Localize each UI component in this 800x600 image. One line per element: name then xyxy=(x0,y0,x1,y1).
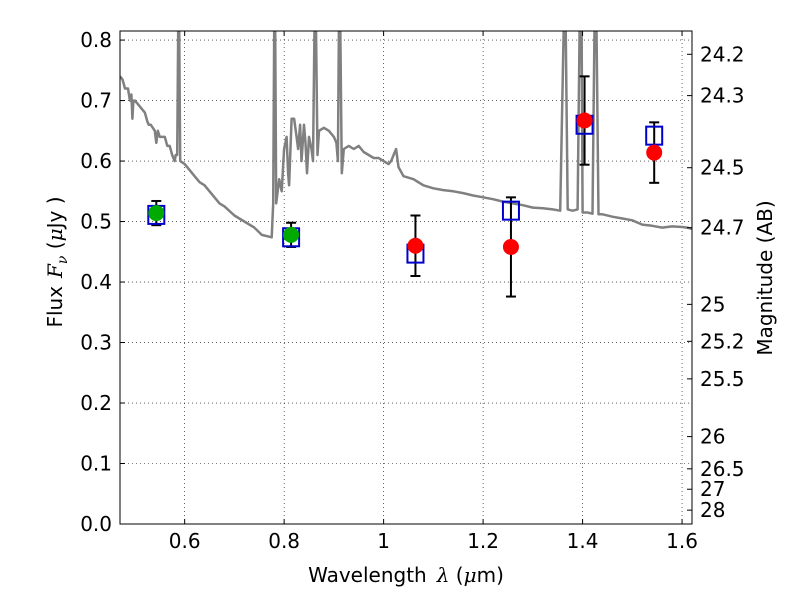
x-tick-label: 1.2 xyxy=(467,529,499,553)
y2-tick-label: 25.5 xyxy=(700,367,745,391)
y-axis-label-nu: ν xyxy=(55,255,71,264)
nir-point xyxy=(502,238,519,255)
y-axis-label-unit-open: ( xyxy=(43,241,67,255)
x-tick-label: 0.8 xyxy=(268,529,300,553)
x-axis-label: Wavelength λ (μm) xyxy=(308,563,504,587)
y-tick-label: 0.3 xyxy=(80,331,112,355)
y-tick-label: 0.0 xyxy=(80,512,112,536)
y-tick-label: 0.6 xyxy=(80,149,112,173)
y-tick-label: 0.1 xyxy=(80,452,112,476)
series-layer xyxy=(120,31,692,239)
y2-tick-label: 25.2 xyxy=(700,329,745,353)
tick-labels: 0.6 0.8 1 1.2 1.4 1.6 0.0 0.1 0.2 0.3 0.4 0.5 0.6 0.7… xyxy=(80,28,744,553)
model-spectrum-line xyxy=(120,31,692,239)
y2-tick-label: 24.3 xyxy=(700,84,745,108)
nir-point xyxy=(646,144,663,161)
y2-tick-label: 25 xyxy=(700,292,725,316)
y-axis-label: Flux Fν (μJy ) xyxy=(43,196,71,327)
optical-point xyxy=(148,205,165,222)
x-axis-label-text: Wavelength xyxy=(308,563,427,587)
y-axis-label-text: Flux xyxy=(43,286,67,328)
ticks xyxy=(120,31,692,525)
x-tick-label: 1.6 xyxy=(666,529,698,553)
nir-point xyxy=(407,237,424,254)
x-axis-label-lambda: λ xyxy=(436,563,450,587)
x-axis-label-unit-close: m) xyxy=(477,563,504,587)
y2-tick-label: 27 xyxy=(700,477,725,501)
plot-frame xyxy=(119,30,693,525)
y-tick-label: 0.5 xyxy=(80,210,112,234)
nir-point xyxy=(576,112,593,129)
x-axis-label-unit-open: ( xyxy=(449,563,463,587)
x-tick-label: 1 xyxy=(377,529,390,553)
x-tick-label: 0.6 xyxy=(169,529,201,553)
y-tick-label: 0.8 xyxy=(80,28,112,52)
y2-tick-label: 24.2 xyxy=(700,42,745,66)
model-flux-square xyxy=(501,200,520,221)
y-tick-label: 0.2 xyxy=(80,391,112,415)
y-axis-label-unit-close: Jy ) xyxy=(43,196,67,230)
y-axis-label-F: F xyxy=(43,263,67,279)
y-tick-label: 0.4 xyxy=(80,270,112,294)
x-axis-label-unit-mu: μ xyxy=(464,563,477,587)
y-axis-label-unit-mu: μ xyxy=(43,228,67,241)
y2-tick-label: 24.7 xyxy=(700,216,745,240)
y2-tick-label: 26 xyxy=(700,425,725,449)
y2-tick-label: 26.5 xyxy=(700,457,745,481)
y-tick-label: 0.7 xyxy=(80,89,112,113)
y2-tick-label: 24.5 xyxy=(700,156,745,180)
y2-tick-label: 28 xyxy=(700,498,725,522)
marker-layer xyxy=(147,75,664,298)
x-tick-label: 1.4 xyxy=(567,529,599,553)
optical-point xyxy=(283,226,300,243)
y2-axis-label: Magnitude (AB) xyxy=(753,200,777,355)
